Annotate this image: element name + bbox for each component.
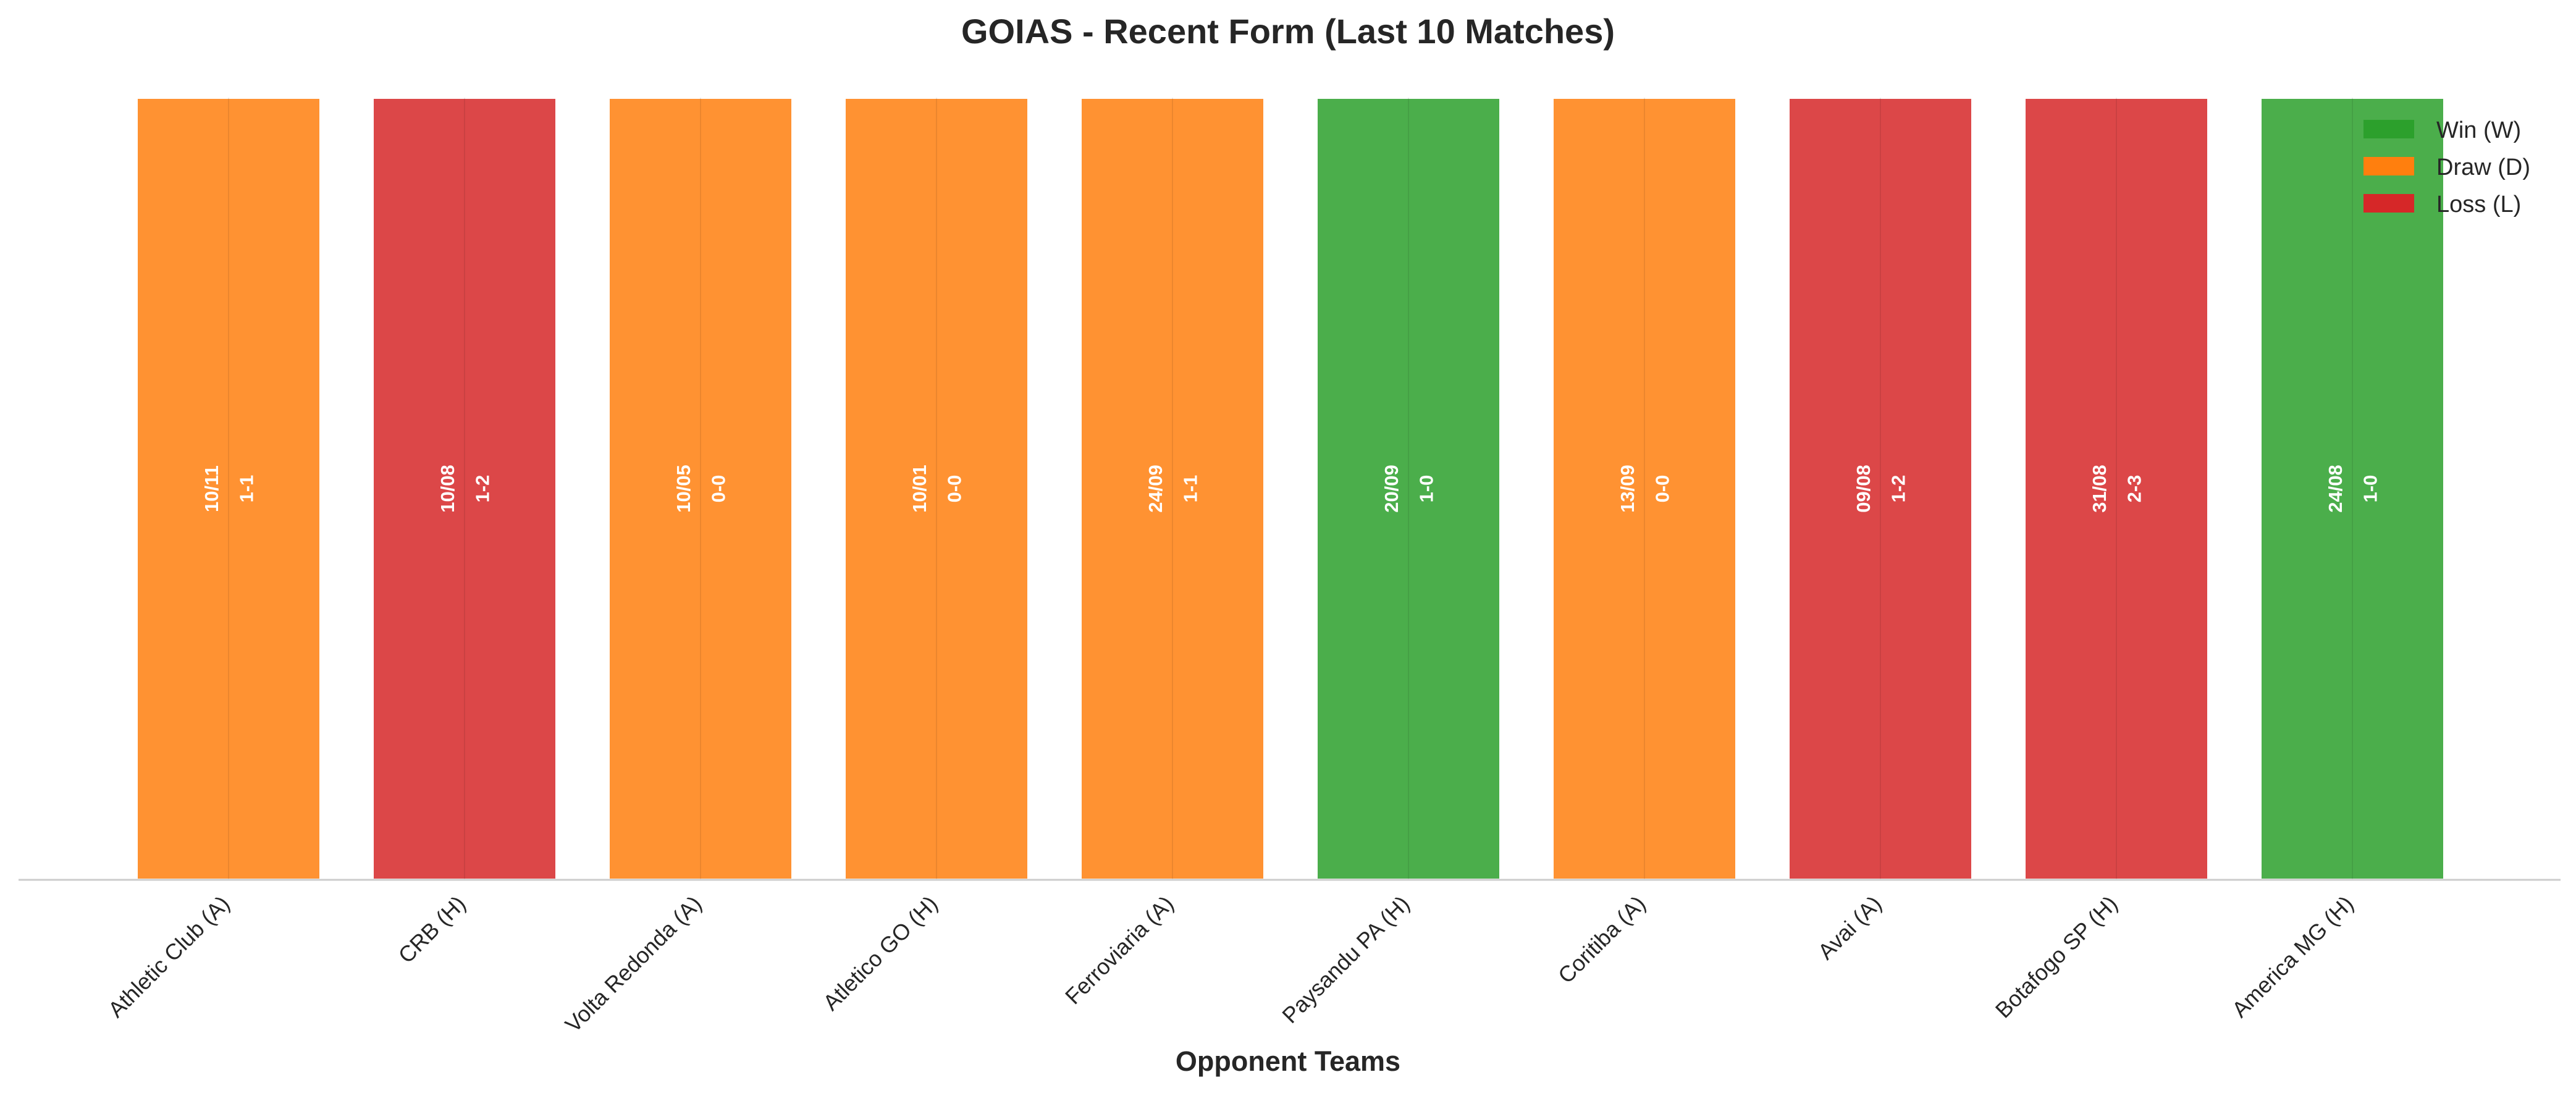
x-tick-labels: Athletic Club (A) CRB (H) Volta Redonda (A… — [103, 891, 2359, 1037]
x-tick-label: Avai (A) — [1813, 891, 1887, 964]
bar — [1551, 96, 1738, 881]
x-tick-label: Coritiba (A) — [1553, 891, 1651, 989]
bar-date-label: 24/09 — [1145, 465, 1166, 513]
bar-date-label: 20/09 — [1381, 465, 1402, 513]
legend-label: Draw (D) — [2436, 154, 2530, 180]
bar — [843, 96, 1030, 881]
legend-swatch — [2363, 157, 2414, 175]
bar-date-label: 10/01 — [909, 465, 930, 513]
bar-date-label: 09/08 — [1853, 465, 1874, 513]
bar-score-label: 0-0 — [943, 475, 965, 503]
chart-title: GOIAS - Recent Form (Last 10 Matches) — [961, 12, 1615, 51]
bar-date-label: 10/08 — [437, 465, 458, 513]
x-tick-label: Athletic Club (A) — [103, 891, 235, 1023]
x-tick-label: CRB (H) — [394, 891, 471, 968]
bar-score-label: 1-2 — [471, 475, 493, 503]
x-tick-label: Atletico GO (H) — [818, 891, 943, 1016]
bar-score-label: 1-2 — [1887, 475, 1909, 503]
legend-swatch — [2363, 194, 2414, 213]
legend-swatch — [2363, 120, 2414, 138]
bar-date-label: 10/05 — [673, 465, 694, 513]
bar-score-label: 2-3 — [2123, 475, 2145, 503]
bar-date-label: 24/08 — [2325, 465, 2346, 513]
bar — [1315, 96, 1502, 881]
bar — [1787, 96, 1974, 881]
bar-score-label: 1-1 — [1179, 475, 1201, 503]
bar-score-label: 0-0 — [707, 475, 729, 503]
bar-date-label: 13/09 — [1617, 465, 1638, 513]
bar — [607, 96, 794, 881]
x-tick-label: Volta Redonda (A) — [560, 891, 707, 1037]
bar — [1079, 96, 1266, 881]
legend-label: Win (W) — [2436, 117, 2521, 143]
bar — [135, 96, 322, 881]
bar — [371, 96, 558, 881]
x-tick-label: America MG (H) — [2227, 891, 2359, 1023]
legend-label: Loss (L) — [2436, 192, 2521, 217]
bar-score-label: 1-0 — [1415, 475, 1437, 503]
x-axis-label: Opponent Teams — [1176, 1045, 1400, 1077]
legend: Win (W) Draw (D) Loss (L) — [2363, 117, 2530, 217]
bar-score-label: 1-0 — [2359, 475, 2381, 503]
bar-date-label: 10/11 — [201, 465, 222, 512]
bars-layer: 10/11 1-1 10/08 1-2 10/05 0-0 10/01 0-0 24/09 1-1… — [135, 96, 2446, 881]
x-tick-label: Botafogo SP (H) — [1990, 891, 2123, 1023]
bar — [2259, 96, 2446, 881]
bar-date-label: 31/08 — [2089, 465, 2110, 513]
x-tick-label: Paysandu PA (H) — [1277, 891, 1414, 1028]
x-tick-label: Ferroviaria (A) — [1060, 891, 1179, 1010]
bar-score-label: 0-0 — [1651, 475, 1673, 503]
bar-score-label: 1-1 — [235, 475, 257, 503]
